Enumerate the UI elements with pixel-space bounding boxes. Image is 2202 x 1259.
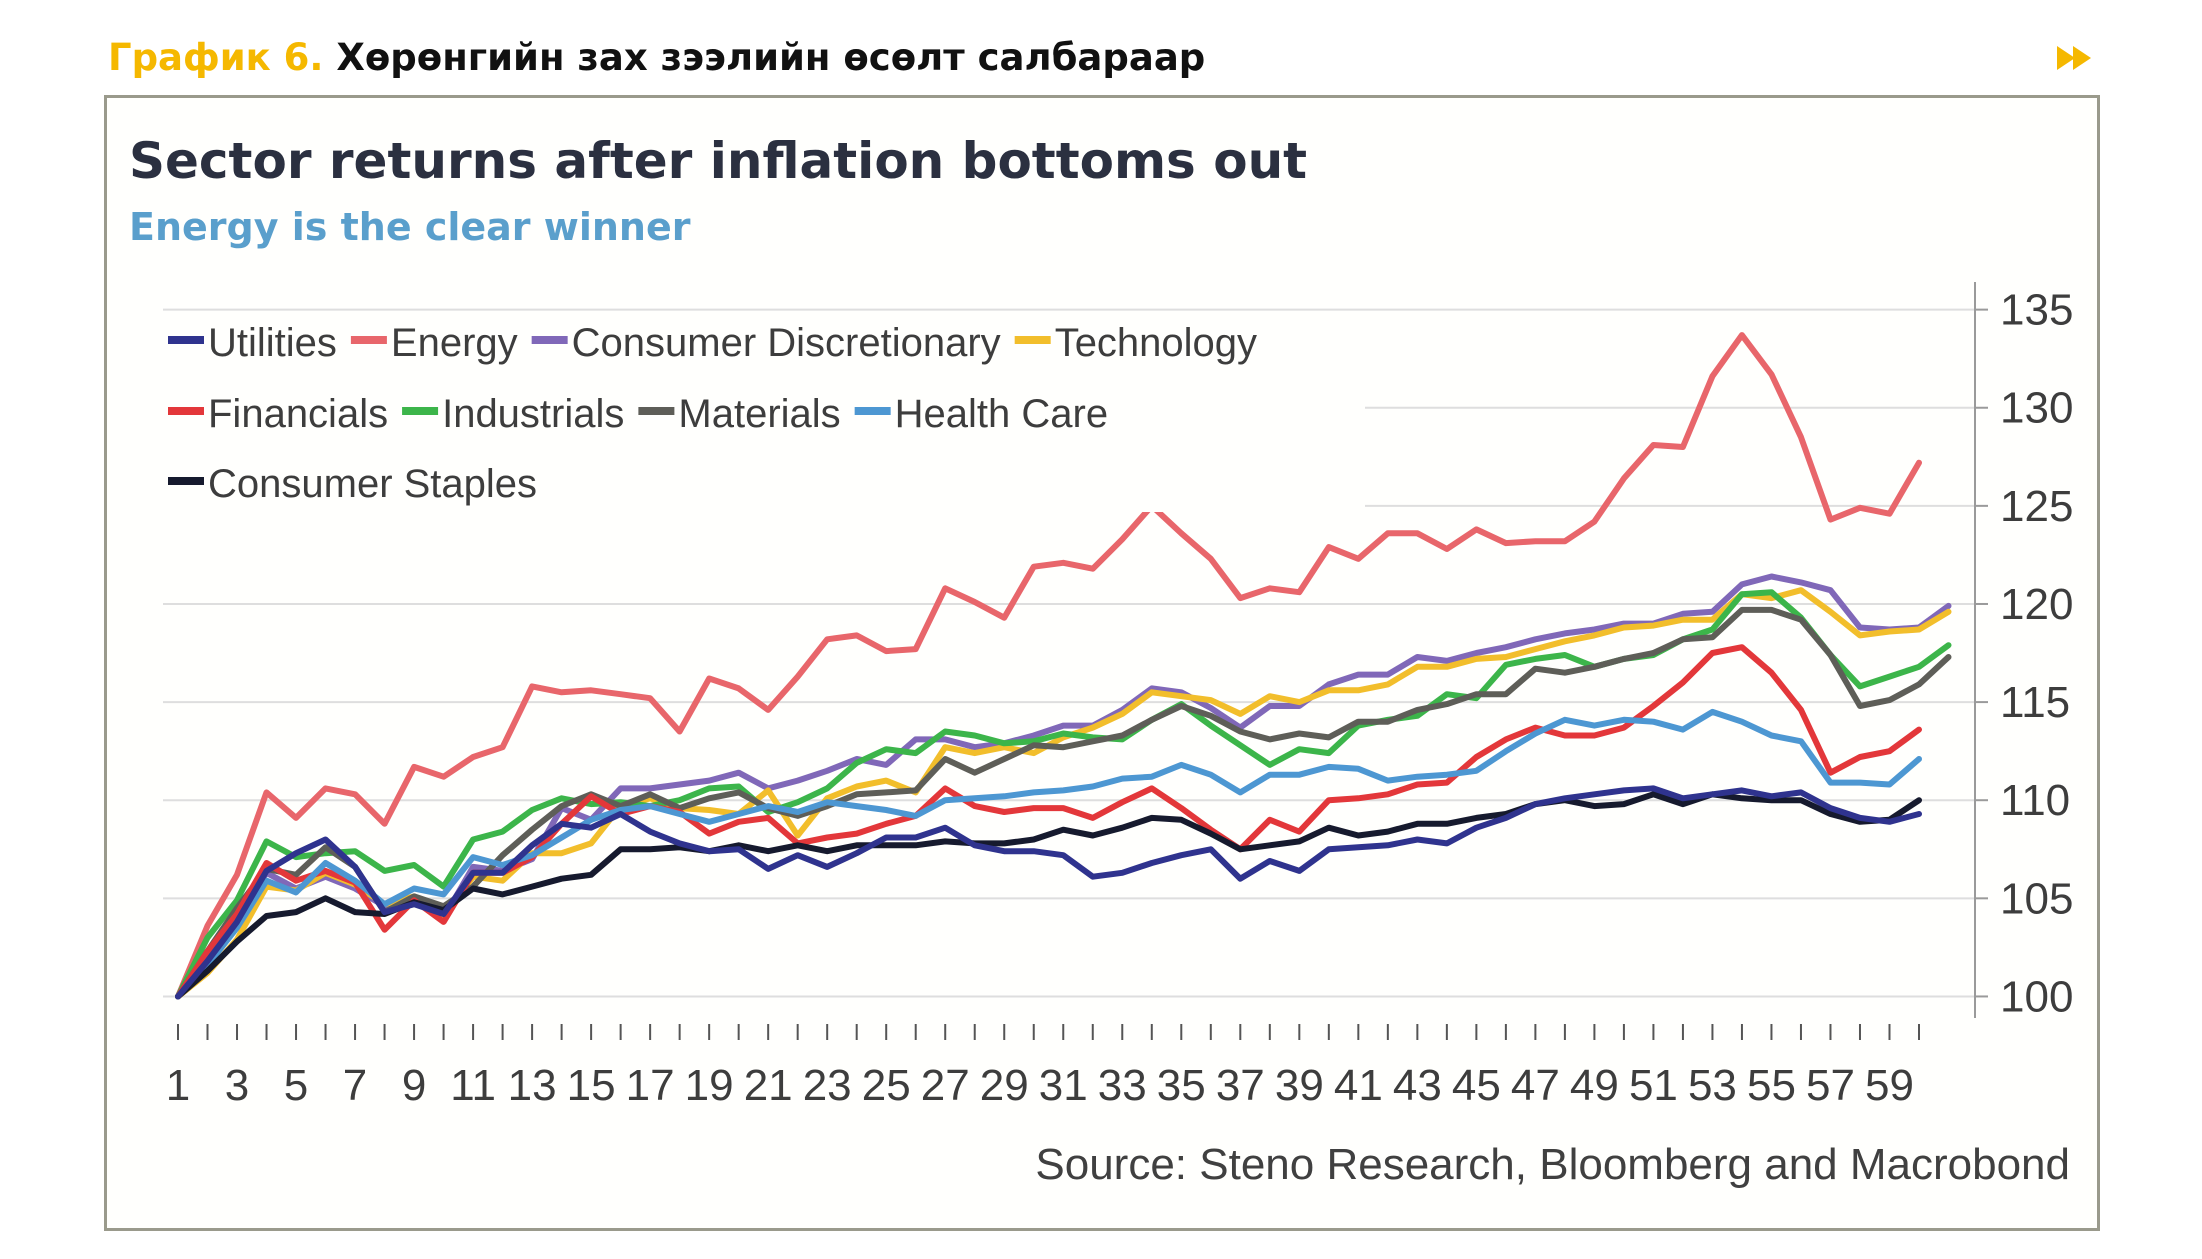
series-line-health-care — [175, 708, 1922, 1000]
series-line-financials — [175, 644, 1922, 1000]
legend-label-technology: Technology — [1055, 321, 1257, 365]
x-tick-label-29: 29 — [980, 1061, 1029, 1110]
x-tick-label-39: 39 — [1275, 1061, 1324, 1110]
double-arrow-icon — [2057, 46, 2091, 70]
series-line-consumer-staples — [175, 791, 1922, 1000]
x-tick-label-13: 13 — [508, 1061, 557, 1110]
series-line-utilities — [175, 785, 1922, 1000]
x-tick-label-41: 41 — [1334, 1061, 1383, 1110]
x-tick-label-23: 23 — [803, 1061, 852, 1110]
source-note: Source: Steno Research, Bloomberg and Ma… — [1035, 1140, 2070, 1189]
x-tick-label-17: 17 — [626, 1061, 675, 1110]
chart-subtitle: Energy is the clear winner — [129, 205, 691, 249]
chart-frame — [104, 95, 2100, 1231]
x-tick-label-45: 45 — [1452, 1061, 1501, 1110]
legend-background — [155, 454, 1365, 512]
x-tick-label-35: 35 — [1157, 1061, 1206, 1110]
legend-label-energy: Energy — [391, 321, 518, 365]
figure-caption: График 6. Хөрөнгийн зах зээлийн өсөлт са… — [108, 36, 1205, 79]
x-tick-label-49: 49 — [1570, 1061, 1619, 1110]
x-tick-label-9: 9 — [402, 1061, 426, 1110]
legend-background — [155, 384, 1365, 442]
x-tick-label-37: 37 — [1216, 1061, 1265, 1110]
x-tick-label-27: 27 — [921, 1061, 970, 1110]
y-tick-label-100: 100 — [2000, 972, 2073, 1021]
legend-label-consumer-discretionary: Consumer Discretionary — [572, 321, 1001, 365]
x-tick-label-53: 53 — [1688, 1061, 1737, 1110]
x-tick-label-7: 7 — [343, 1061, 367, 1110]
figure-number: График 6. — [108, 36, 324, 79]
x-tick-label-51: 51 — [1629, 1061, 1678, 1110]
x-tick-label-3: 3 — [225, 1061, 249, 1110]
series-line-industrials — [175, 589, 1952, 1000]
figure-title: Хөрөнгийн зах зээлийн өсөлт салбараар — [336, 36, 1206, 79]
x-tick-label-57: 57 — [1806, 1061, 1855, 1110]
x-tick-label-59: 59 — [1865, 1061, 1914, 1110]
y-tick-label-120: 120 — [2000, 580, 2073, 629]
x-tick-label-33: 33 — [1098, 1061, 1147, 1110]
x-tick-label-1: 1 — [166, 1061, 190, 1110]
y-tick-label-135: 135 — [2000, 286, 2073, 335]
y-tick-label-105: 105 — [2000, 874, 2073, 923]
legend-label-consumer-staples: Consumer Staples — [208, 462, 537, 506]
x-tick-label-11: 11 — [450, 1061, 496, 1110]
series-line-energy — [175, 332, 1922, 1000]
x-tick-label-43: 43 — [1393, 1061, 1442, 1110]
x-tick-label-31: 31 — [1039, 1061, 1088, 1110]
legend-label-materials: Materials — [678, 392, 840, 436]
y-tick-label-130: 130 — [2000, 384, 2073, 433]
x-tick-label-55: 55 — [1747, 1061, 1796, 1110]
x-tick-label-25: 25 — [862, 1061, 911, 1110]
y-tick-label-125: 125 — [2000, 482, 2073, 531]
legend-label-industrials: Industrials — [442, 392, 624, 436]
x-tick-label-19: 19 — [685, 1061, 734, 1110]
legend-label-financials: Financials — [208, 392, 388, 436]
legend-label-utilities: Utilities — [208, 321, 337, 365]
x-tick-label-15: 15 — [567, 1061, 616, 1110]
x-tick-label-21: 21 — [744, 1061, 793, 1110]
legend-label-health-care: Health Care — [895, 392, 1108, 436]
x-tick-label-5: 5 — [284, 1061, 308, 1110]
y-tick-label-115: 115 — [2000, 678, 2070, 727]
x-tick-label-47: 47 — [1511, 1061, 1560, 1110]
y-tick-label-110: 110 — [2000, 776, 2070, 825]
chart-title: Sector returns after inflation bottoms o… — [129, 132, 1308, 190]
